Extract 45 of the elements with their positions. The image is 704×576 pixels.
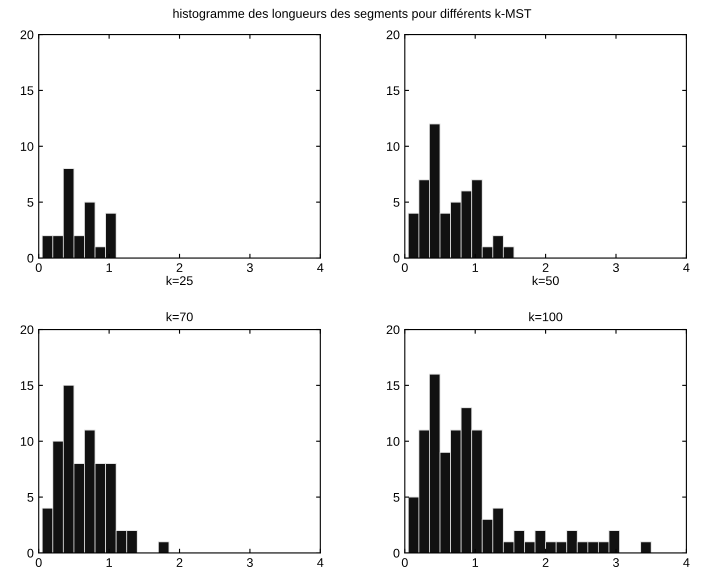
x-tick-label: 2 xyxy=(176,263,182,272)
y-tick-label: 15 xyxy=(20,381,34,390)
x-tick-label: 0 xyxy=(36,558,42,568)
chart-title: k=70 xyxy=(166,312,193,322)
y-tick-label: 10 xyxy=(386,142,400,151)
x-tick-label: 4 xyxy=(683,558,690,567)
y-tick-label: 5 xyxy=(393,493,400,502)
y-tick-label: 0 xyxy=(27,548,34,558)
y-tick-label: 0 xyxy=(393,548,400,558)
chart-title: k=100 xyxy=(529,312,562,322)
y-tick-label: 5 xyxy=(393,198,400,207)
y-tick-label: 15 xyxy=(386,381,400,390)
y-tick-label: 20 xyxy=(20,325,34,334)
x-tick-label: 0 xyxy=(402,558,408,568)
x-tick-label: 3 xyxy=(613,263,619,272)
y-tick-label: 0 xyxy=(393,254,400,263)
x-axis-title: k=50 xyxy=(532,276,559,286)
y-tick-label: 10 xyxy=(20,142,34,151)
x-tick-label: 1 xyxy=(472,558,478,567)
x-tick-label: 2 xyxy=(542,558,548,567)
y-tick-label: 20 xyxy=(386,325,400,334)
x-tick-label: 4 xyxy=(317,263,324,272)
x-tick-label: 3 xyxy=(613,558,619,568)
x-tick-label: 3 xyxy=(246,263,253,272)
x-tick-label: 1 xyxy=(106,558,112,567)
x-tick-label: 3 xyxy=(246,558,253,568)
y-tick-label: 10 xyxy=(386,437,400,446)
x-tick-label: 4 xyxy=(683,263,690,272)
y-tick-label: 5 xyxy=(27,198,34,207)
x-tick-label: 4 xyxy=(317,558,324,567)
text: histogramme des longueurs des segments pour différents k-MST xyxy=(173,8,532,20)
x-tick-label: 0 xyxy=(36,263,42,272)
y-tick-label: 10 xyxy=(20,437,34,446)
x-tick-label: 2 xyxy=(176,558,182,567)
x-tick-label: 1 xyxy=(472,263,478,272)
y-tick-label: 20 xyxy=(20,30,34,40)
y-tick-label: 20 xyxy=(386,30,400,40)
x-axis-title: k=25 xyxy=(166,276,193,286)
x-tick-label: 0 xyxy=(402,263,408,272)
x-tick-label: 2 xyxy=(542,263,548,272)
y-tick-label: 15 xyxy=(20,86,34,96)
y-tick-label: 15 xyxy=(386,86,400,96)
y-tick-label: 0 xyxy=(27,254,34,263)
y-tick-label: 5 xyxy=(27,493,34,502)
x-tick-label: 1 xyxy=(106,263,112,272)
